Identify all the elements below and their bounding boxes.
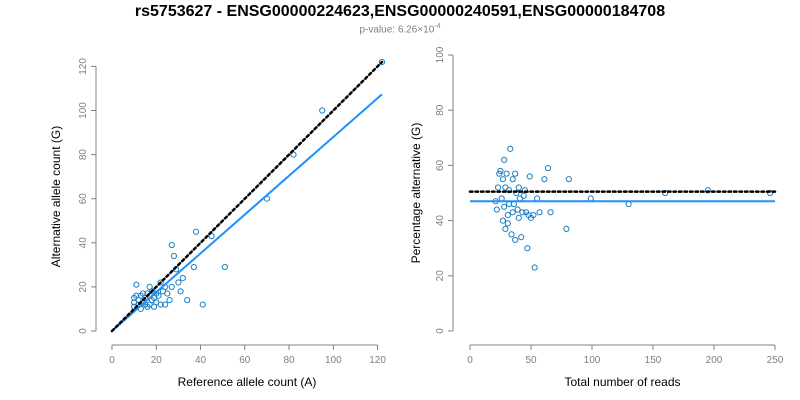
data-point [512, 236, 519, 244]
x-tick-label: 250 [767, 355, 784, 366]
x-tick-label: 20 [151, 355, 163, 366]
data-point [503, 170, 510, 177]
data-point [501, 156, 508, 163]
data-point [208, 233, 215, 240]
data-point [502, 225, 509, 232]
data-point [518, 234, 525, 241]
p-value-exponent: -4 [434, 23, 441, 30]
data-point [504, 220, 511, 227]
x-tick-label: 150 [645, 355, 662, 366]
y-tick-label: 20 [435, 270, 446, 282]
data-point [157, 301, 164, 308]
data-point [155, 292, 162, 299]
x-axis-label: Total number of reads [564, 375, 680, 389]
data-point [509, 209, 516, 216]
data-point [177, 288, 184, 295]
data-point [547, 209, 554, 216]
p-value-subtitle: p-value: 6.26×10-4 [0, 23, 800, 35]
left-scatter-panel: 0 20 40 60 80 100 120 Reference allele count (A… [49, 58, 386, 389]
data-point [509, 176, 516, 183]
y-axis-label: Alternative allele count (G) [49, 126, 63, 267]
y-axis-label: Percentage alternative (G) [409, 123, 423, 264]
data-point [504, 211, 511, 219]
y-tick-label: 40 [78, 237, 89, 249]
y-tick-label: 100 [435, 46, 446, 63]
data-point [502, 184, 509, 191]
y-tick-label: 0 [435, 328, 446, 334]
data-point [133, 281, 140, 288]
data-point [179, 274, 186, 282]
p-value-text: p-value: 6.26×10 [359, 24, 435, 36]
y-tick-label: 100 [78, 102, 89, 119]
x-tick-label: 80 [283, 355, 295, 366]
data-point [499, 217, 507, 224]
data-point [515, 214, 522, 221]
data-point [524, 245, 531, 252]
reference-line [110, 60, 384, 333]
right-scatter-panel: 0 50 100 150 200 250 Total number of reads 0 20 4… [409, 46, 784, 389]
x-tick-label: 50 [525, 355, 537, 366]
y-tick-label: 0 [78, 328, 89, 334]
data-point [190, 263, 197, 271]
data-point [501, 203, 508, 210]
data-point [514, 206, 521, 213]
data-point [507, 145, 514, 152]
x-axis-label: Reference allele count (A) [178, 375, 317, 389]
x-tick-label: 200 [706, 355, 723, 366]
data-point [184, 297, 191, 304]
y-tick-label: 40 [435, 215, 446, 227]
data-point [536, 209, 543, 216]
data-point [767, 189, 774, 197]
data-point [565, 176, 572, 183]
data-point [499, 176, 507, 183]
data-point [157, 279, 164, 286]
x-tick-label: 40 [195, 355, 207, 366]
data-point [544, 165, 552, 172]
data-point [221, 263, 228, 271]
x-tick-label: 60 [239, 355, 251, 366]
data-point [531, 264, 538, 271]
data-point [168, 241, 175, 249]
data-point [164, 290, 171, 297]
y-tick-label: 60 [435, 159, 446, 171]
data-point [519, 209, 526, 216]
x-tick-label: 120 [369, 355, 386, 366]
data-point [166, 297, 173, 304]
data-point [378, 58, 386, 66]
data-point [512, 170, 519, 177]
data-point [497, 167, 504, 175]
fit-line [111, 93, 383, 332]
x-tick-label: 0 [109, 355, 115, 366]
data-point [526, 173, 533, 180]
data-point [515, 184, 522, 191]
data-point [192, 228, 200, 235]
data-point [168, 283, 175, 291]
data-point [541, 176, 548, 183]
data-point [530, 211, 537, 219]
data-point [290, 151, 297, 158]
data-point [170, 252, 178, 260]
data-point [494, 184, 502, 191]
data-point [175, 279, 182, 286]
x-tick-label: 100 [584, 355, 601, 366]
chart-title: rs5753627 - ENSG00000224623,ENSG00000240… [134, 3, 666, 20]
x-tick-label: 0 [467, 355, 473, 366]
data-point [563, 225, 570, 232]
data-point [493, 206, 500, 213]
y-tick-label: 60 [78, 193, 89, 205]
data-point [162, 301, 169, 308]
y-tick-label: 80 [78, 149, 89, 161]
y-tick-label: 80 [435, 104, 446, 116]
data-point [319, 107, 326, 114]
data-point [508, 231, 515, 238]
y-tick-label: 20 [78, 281, 89, 293]
data-point [199, 301, 206, 308]
data-point [520, 192, 527, 199]
y-tick-label: 120 [78, 58, 89, 75]
x-tick-label: 100 [325, 355, 342, 366]
